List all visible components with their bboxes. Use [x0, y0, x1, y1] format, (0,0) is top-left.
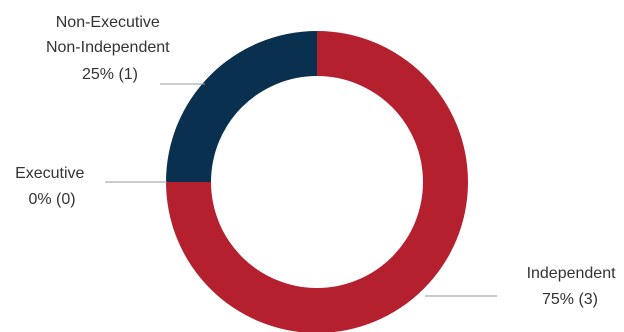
label-executive-name: Executive	[15, 165, 84, 182]
label-executive-value: 0% (0)	[28, 191, 75, 208]
slice-non-executive-non-independent	[166, 31, 317, 182]
slices	[166, 31, 468, 332]
label-executive: Executive 0% (0)	[15, 165, 89, 208]
label-independent-name: Independent	[527, 265, 617, 282]
label-nene-value: 25% (1)	[82, 66, 138, 83]
label-independent-value: 75% (3)	[542, 291, 598, 308]
label-nene-line2: Non-Independent	[46, 39, 170, 56]
label-non-executive-non-independent: Non-Executive Non-Independent 25% (1)	[46, 14, 174, 83]
label-independent: Independent 75% (3)	[527, 265, 620, 308]
label-nene-line1: Non-Executive	[56, 14, 160, 31]
leader-lines	[105, 83, 497, 297]
slice-independent	[166, 31, 468, 332]
